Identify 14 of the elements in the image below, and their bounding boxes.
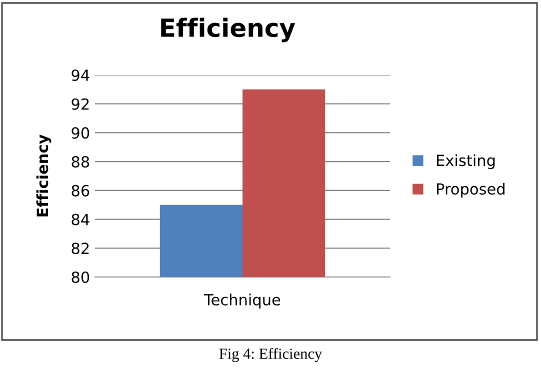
y-axis-title: Efficiency xyxy=(36,134,52,216)
legend-label: Existing xyxy=(437,154,495,170)
y-tick-label: 82 xyxy=(72,242,89,254)
y-tick-label: 90 xyxy=(72,127,90,139)
y-tick-label: 92 xyxy=(72,98,89,110)
caption: Fig 4: Efficiency xyxy=(219,348,322,362)
x-tick-label: Technique xyxy=(204,294,280,308)
y-tick-label: 88 xyxy=(72,156,90,168)
legend-label: Proposed xyxy=(437,182,504,198)
y-tick-label: 84 xyxy=(72,214,90,226)
y-tick-label: 94 xyxy=(72,69,90,82)
y-tick-label: 86 xyxy=(72,184,90,196)
y-tick-label: 80 xyxy=(72,271,90,284)
chart-title: Efficiency xyxy=(161,18,296,42)
